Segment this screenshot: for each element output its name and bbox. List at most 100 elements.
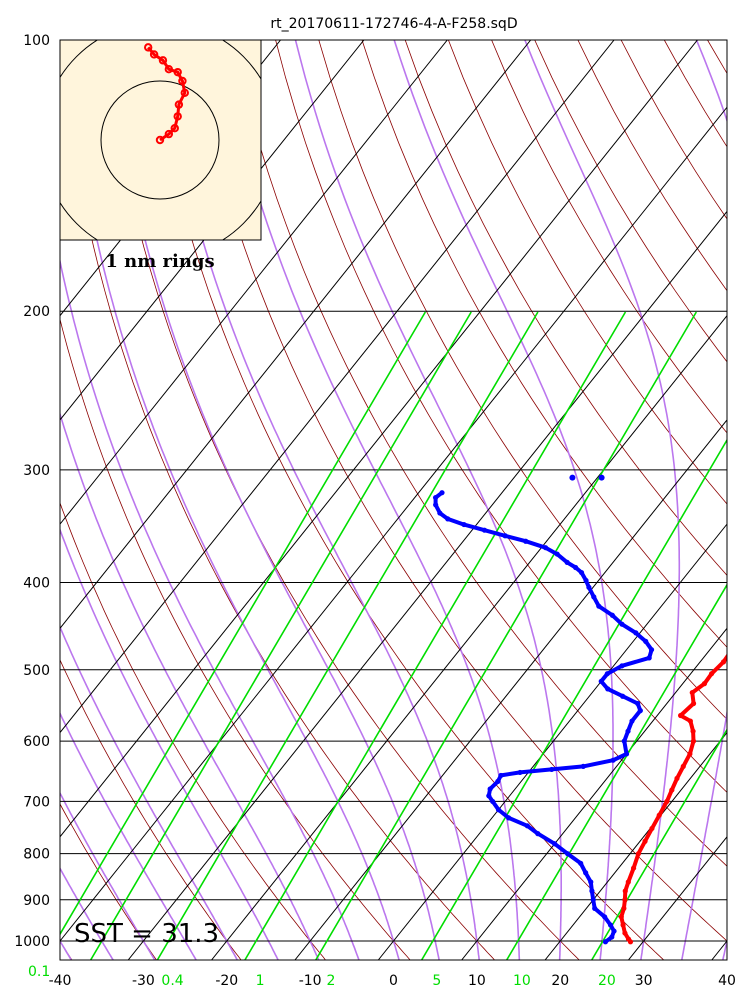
mixing-ratio-line xyxy=(506,583,727,960)
temperature-point xyxy=(674,775,680,782)
temperature-point xyxy=(690,700,697,707)
temperature-point xyxy=(635,851,642,857)
dewpoint-point xyxy=(502,533,508,539)
temperature-tick-label: 40 xyxy=(718,973,736,989)
dry-adiabat-line xyxy=(534,40,727,363)
temperature-point xyxy=(642,838,648,844)
hodograph-track-point xyxy=(155,135,165,145)
mixing-ratio-line xyxy=(420,438,727,960)
temperature-point xyxy=(732,643,737,648)
dewpoint-point xyxy=(589,888,595,894)
dewpoint-point xyxy=(495,807,502,813)
mixing-ratio-label: 0.1 xyxy=(28,964,50,980)
dewpoint-point xyxy=(437,510,443,516)
dewpoint-point xyxy=(564,559,570,565)
temperature-tick-label: 10 xyxy=(468,973,486,989)
temperature-point xyxy=(621,905,627,911)
dewpoint-point xyxy=(643,638,649,644)
temperature-tick-label: 30 xyxy=(635,973,653,989)
dewpoint-point xyxy=(445,516,451,522)
dewpoint-point xyxy=(578,860,584,866)
dewpoint-point xyxy=(633,630,639,636)
dry-adiabat-line xyxy=(448,40,727,505)
temperature-point xyxy=(680,763,686,769)
temperature-point xyxy=(690,728,696,734)
dewpoint-point xyxy=(605,686,611,692)
dewpoint-point xyxy=(648,647,655,653)
dewpoint-point xyxy=(433,502,439,508)
temperature-point xyxy=(701,681,708,687)
temperature-point xyxy=(625,879,631,885)
isotherm-line xyxy=(628,835,727,960)
dewpoint-point xyxy=(586,584,592,590)
hodograph-ring-1nm xyxy=(100,80,220,200)
temperature-axis-labels: -40 -30 -20 -10 0 10 20 30 40 xyxy=(49,973,736,989)
dewpoint-point xyxy=(554,551,560,557)
dewpoint-point xyxy=(637,708,643,714)
dewpoint-point xyxy=(572,564,579,571)
dewpoint-point xyxy=(611,928,617,934)
temperature-point xyxy=(743,514,748,519)
dewpoint-point xyxy=(604,671,610,677)
temperature-tick-label: -20 xyxy=(215,973,238,989)
dry-adiabat-line xyxy=(60,501,326,960)
dewpoint-line xyxy=(433,490,654,944)
mixing-ratio-line xyxy=(60,311,427,936)
dry-adiabat-line xyxy=(145,40,665,960)
sst-annotation: SST = 31.3 xyxy=(74,919,219,949)
dry-adiabat-line xyxy=(232,40,727,867)
hodograph-track-point xyxy=(170,124,179,133)
dewpoint-point xyxy=(591,594,597,600)
pressure-tick-label: 800 xyxy=(23,847,50,863)
isotherm-line xyxy=(60,40,448,525)
dewpoint-point xyxy=(481,527,488,533)
hodograph-track-point xyxy=(164,65,174,74)
dewpoint-point xyxy=(623,751,630,757)
pressure-axis-labels: 100 200 300 400 500 600 700 800 900 1000 xyxy=(14,33,50,950)
hodograph-track-point xyxy=(174,100,184,109)
dry-adiabat-line xyxy=(361,40,727,648)
dewpoint-point xyxy=(602,914,608,920)
dewpoint-point xyxy=(517,769,523,776)
dewpoint-point xyxy=(635,700,641,707)
temperature-point xyxy=(687,751,693,757)
isotherm-line xyxy=(711,940,727,960)
temperature-point xyxy=(689,689,695,696)
dewpoint-point xyxy=(542,545,549,551)
isotherm-line xyxy=(60,40,615,734)
temperature-point xyxy=(690,738,697,744)
dewpoint-point xyxy=(535,831,541,837)
dewpoint-point xyxy=(596,603,602,609)
mixing-ratio-lines xyxy=(60,311,727,960)
isotherm-line xyxy=(294,419,727,960)
dewpoint-point xyxy=(439,490,445,496)
hodograph-inset: 1 nm rings xyxy=(59,39,262,272)
dewpoint-point xyxy=(490,798,496,805)
dewpoint-isolated-point xyxy=(598,474,605,481)
mixing-ratio-line xyxy=(315,311,698,960)
temperature-point xyxy=(687,718,693,724)
isotherm-line xyxy=(544,731,727,960)
temperature-point xyxy=(656,812,662,818)
temperature-tick-label: -40 xyxy=(49,973,72,989)
pressure-tick-label: 700 xyxy=(23,794,50,810)
dewpoint-point xyxy=(602,939,609,945)
temperature-tick-label: -30 xyxy=(132,973,155,989)
hodograph-track-point xyxy=(173,112,182,121)
dewpoint-point xyxy=(607,922,614,928)
dewpoint-point xyxy=(432,494,439,501)
mixing-ratio-line xyxy=(89,311,472,960)
temperature-point xyxy=(741,626,746,631)
dewpoint-point xyxy=(549,766,555,773)
dewpoint-point xyxy=(486,793,492,799)
hodograph-track-point xyxy=(144,43,153,52)
dewpoint-point xyxy=(609,612,615,618)
temperature-point xyxy=(618,914,624,920)
isotherm-line xyxy=(377,523,727,960)
dewpoint-point xyxy=(610,757,616,763)
dewpoint-point xyxy=(598,678,604,684)
dewpoint-point xyxy=(524,823,530,829)
isotherm-line xyxy=(461,627,727,960)
mixing-ratio-label: 2 xyxy=(327,973,336,989)
pressure-tick-label: 600 xyxy=(23,734,50,750)
